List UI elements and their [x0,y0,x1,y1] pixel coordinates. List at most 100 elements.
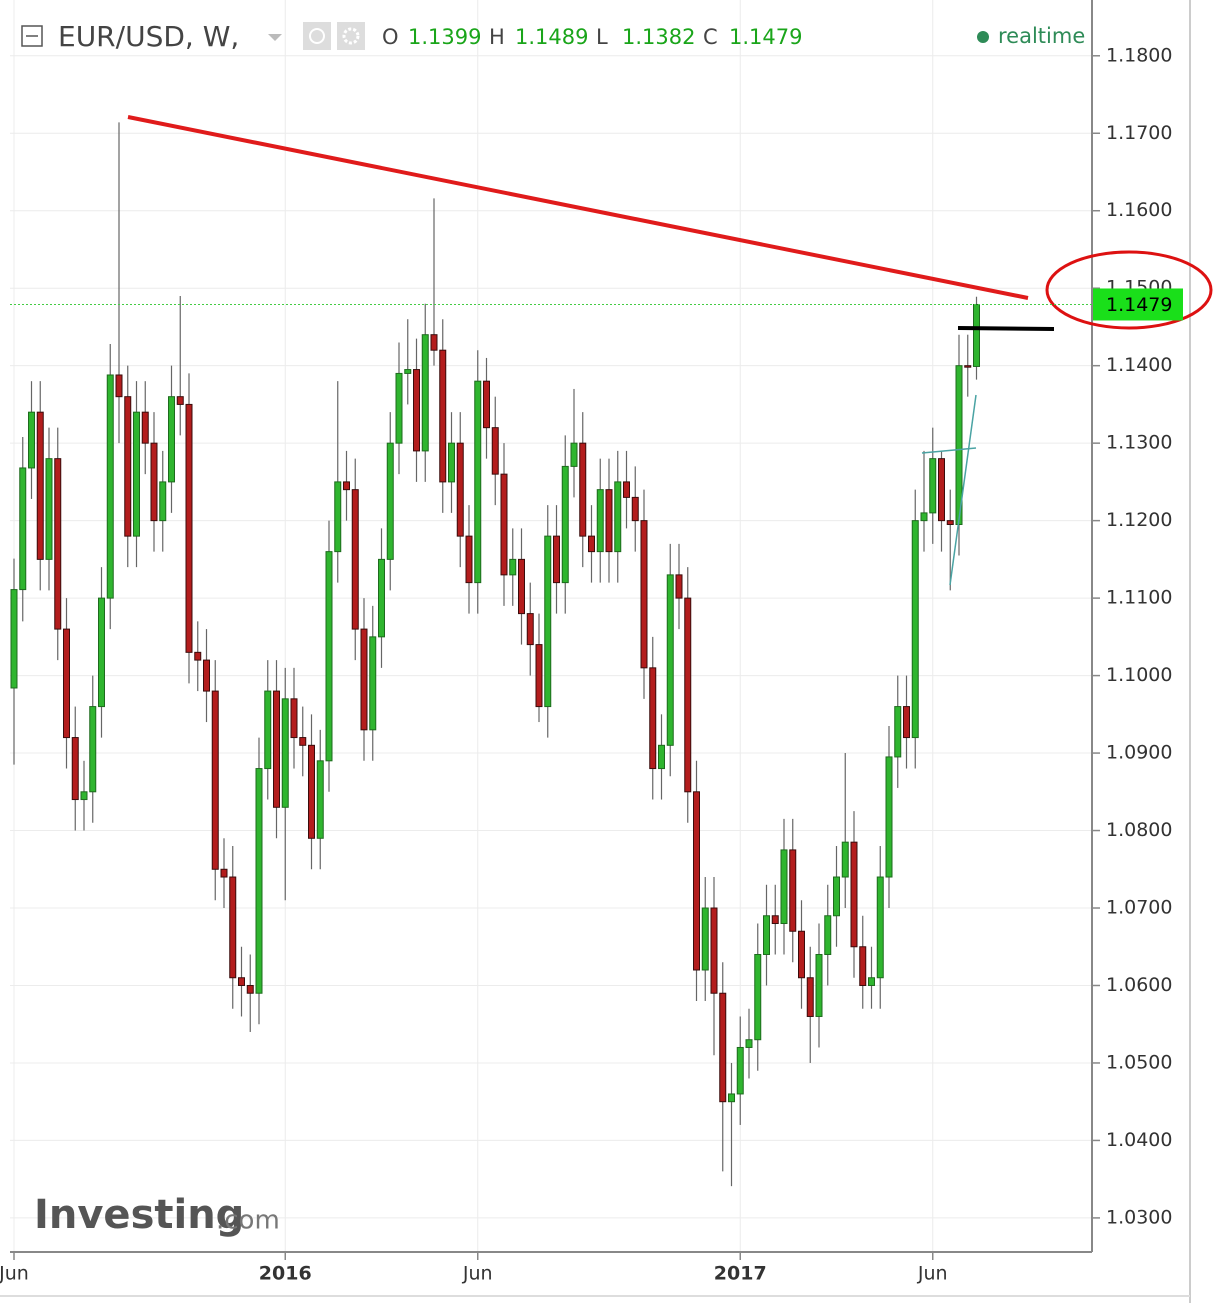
symbol-title: EUR/USD, W, [58,20,239,53]
candle-body [719,992,727,1103]
candle-body [605,489,613,553]
legend-key: C [703,25,718,49]
candle-body [439,349,447,483]
candle-body [369,636,377,731]
y-tick-label: 1.0600 [1106,974,1172,996]
candle-body [544,535,552,708]
candle-body [19,467,27,591]
status-dot [977,31,989,43]
candle-body [176,396,184,405]
y-tick-label: 1.0400 [1106,1129,1172,1151]
legend-value: 1.1479 [729,25,802,49]
candle-body [246,984,254,994]
legend-key: H [489,25,505,49]
candle-body [561,465,569,584]
y-tick-label: 1.0900 [1106,742,1172,764]
candle-body [640,520,648,669]
candle-body [903,706,910,739]
candle-body [623,481,630,498]
visibility-button[interactable] [303,22,331,50]
candle-body [238,977,245,986]
candle-body [36,411,44,560]
x-tick-label: Jun [462,1263,493,1285]
candle-body [973,303,980,367]
candle-body [596,489,604,553]
watermark: Investing [34,1192,244,1238]
candle-body [54,458,62,630]
candle-body [63,628,70,739]
candle-body [518,558,525,615]
candle-body [71,737,79,801]
candle-body [229,876,237,979]
settings-button[interactable] [337,22,365,50]
candle-body [255,768,263,994]
resistance-line [957,326,1055,331]
y-tick-label: 1.1000 [1106,664,1172,686]
candle-body [798,930,805,979]
candle-body [649,667,657,770]
last-price-label: 1.1479 [1106,294,1172,316]
y-tick-label: 1.0300 [1106,1206,1172,1228]
y-tick-label: 1.0800 [1106,819,1172,841]
candle-body [124,396,132,537]
candle-body [876,876,884,979]
candle-body [316,760,324,839]
candle-body [684,597,692,793]
candle-body [815,953,823,1017]
collapse-button[interactable] [21,25,43,47]
candle-body [509,558,517,576]
eye-icon [309,28,325,44]
candle-body [413,369,420,452]
candle-body [920,512,928,522]
drawing-line [921,447,977,454]
candle-body [833,876,840,917]
candle-body [885,756,893,878]
candle-body [483,380,490,429]
candle-body [710,907,718,994]
candle-body [693,791,700,971]
candle-body [456,442,464,537]
candle-body [203,659,210,692]
candle-body [868,977,875,986]
status-text: realtime [998,24,1085,48]
legend-value: 1.1399 [408,25,481,49]
candle-body [553,535,560,584]
y-tick-label: 1.1800 [1106,44,1172,66]
dropdown-arrow[interactable] [268,34,282,41]
y-tick-label: 1.1100 [1106,587,1172,609]
candle-body [771,915,779,925]
legend-value: 1.1489 [515,25,588,49]
candle-body [150,442,158,522]
candle-body [133,411,140,537]
candle-body [465,535,473,584]
candle-body [28,411,35,469]
legend-key: O [382,25,399,49]
candle-body [736,1046,744,1095]
candle-body [89,706,97,793]
watermark: .com [216,1206,280,1236]
y-tick-label: 1.0700 [1106,897,1172,919]
candle-body [570,442,578,467]
candle-body [430,334,438,351]
candle-body [343,481,350,491]
candle-body [474,380,482,584]
candle-body [946,520,954,526]
candle-body [141,411,149,444]
candle-body [588,535,595,553]
candle-body [115,374,123,398]
candle-body [360,628,368,731]
candle-body [841,841,849,878]
candle-body [159,481,167,522]
candle-body [526,613,534,646]
x-tick-label: Jun [917,1263,948,1285]
y-tick-label: 1.1200 [1106,509,1172,531]
candle-body [421,334,429,452]
candle-body [754,953,762,1041]
candle-body [500,473,508,576]
candle-body [745,1039,753,1048]
candle-body [211,690,219,870]
candle-body [378,558,385,638]
candle-body [763,915,770,955]
candle-body [806,977,814,1017]
candle-body [386,442,394,560]
